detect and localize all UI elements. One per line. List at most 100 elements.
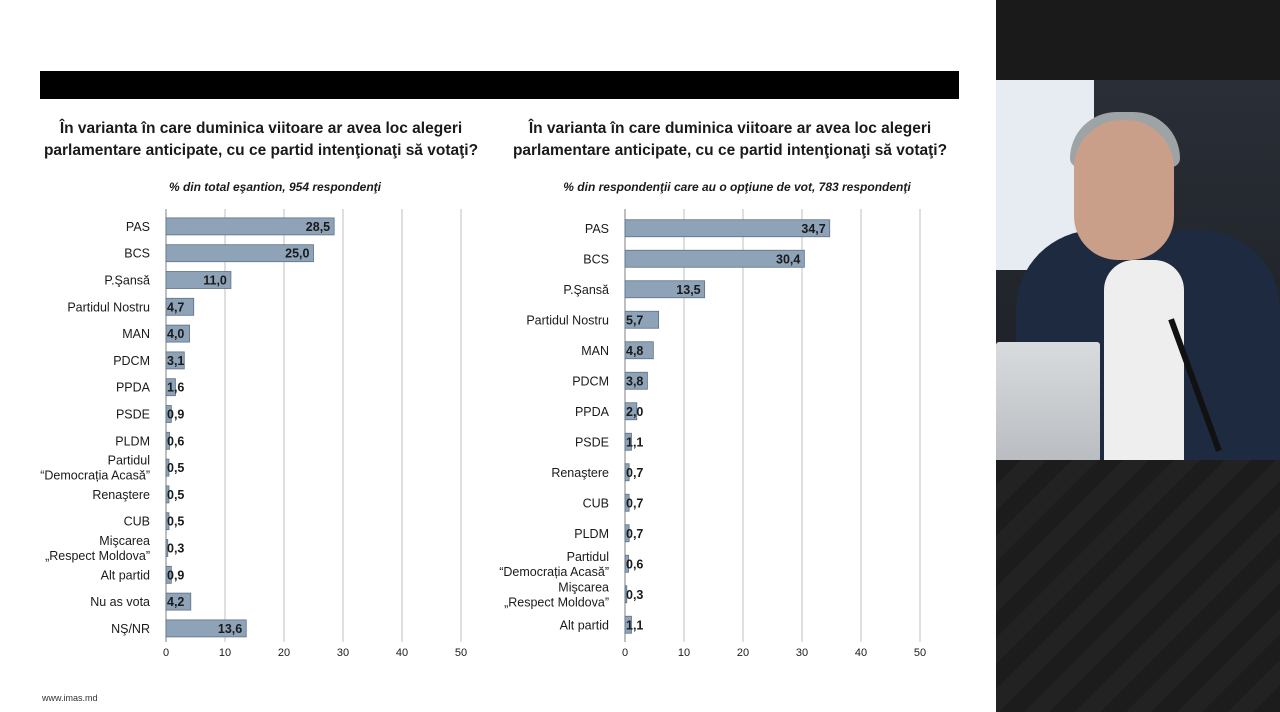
category-label: PSDE — [116, 408, 150, 422]
bar — [165, 324, 191, 343]
category-label: P.Şansă — [563, 283, 609, 297]
bar — [165, 244, 314, 263]
data-label: 0,3 — [167, 542, 184, 556]
category-label: PSDE — [575, 435, 609, 449]
category-label: PPDA — [575, 405, 610, 419]
category-label: Renaştere — [92, 488, 150, 502]
category-label: „Respect Moldova” — [45, 549, 150, 563]
bar — [165, 431, 170, 450]
bar — [624, 249, 805, 268]
x-tick-label: 30 — [796, 647, 808, 659]
bar — [624, 341, 654, 360]
bar — [165, 271, 232, 289]
category-label: NŞ/NR — [111, 622, 150, 636]
category-label: Mişcarea — [558, 580, 609, 594]
x-tick-label: 30 — [337, 647, 349, 659]
category-label: „Respect Moldova” — [504, 595, 609, 609]
data-label: 28,5 — [306, 220, 330, 234]
left-bar-chart: 0 10 20 30 40 50 PAS 28,5 BCS 25,0 P.Şansă 11,0 Part… — [40, 209, 467, 659]
category-label: CUB — [124, 515, 150, 529]
bar — [165, 565, 172, 584]
category-label: Alt partid — [101, 568, 150, 582]
category-label: Partidul — [108, 454, 150, 468]
bar — [624, 615, 632, 634]
data-label: 4,2 — [167, 595, 184, 609]
speaker-shirt — [1104, 260, 1184, 460]
data-label: 13,6 — [218, 622, 242, 636]
laptop — [996, 342, 1100, 460]
data-label: 25,0 — [285, 247, 309, 261]
bar — [624, 493, 630, 512]
x-tick-label: 50 — [455, 647, 467, 659]
left-chart-title: În varianta în care duminica viitoare ar… — [43, 120, 479, 159]
x-tick-label: 10 — [678, 647, 690, 659]
data-label: 0,5 — [167, 461, 184, 475]
category-label: PAS — [585, 222, 609, 236]
right-bar-chart: 0 10 20 30 40 50 PAS 34,7 BCS 30,4 P.Şansă 13,5 Part… — [499, 209, 926, 659]
category-label: Alt partid — [560, 618, 609, 632]
category-label: Partidul Nostru — [526, 313, 609, 327]
data-label: 3,8 — [626, 374, 643, 388]
x-tick-label: 20 — [278, 647, 290, 659]
bar — [624, 402, 638, 421]
data-label: 4,8 — [626, 344, 643, 358]
source-footer: www.imas.md — [42, 693, 98, 703]
bar — [624, 554, 629, 573]
category-label: PLDM — [115, 434, 150, 448]
bar — [624, 280, 706, 299]
category-label: P.Şansă — [104, 274, 150, 288]
bar — [165, 485, 170, 504]
data-label: 4,7 — [167, 300, 184, 314]
bar — [165, 619, 247, 638]
data-label: 30,4 — [776, 252, 800, 266]
category-label: BCS — [124, 247, 150, 261]
x-tick-label: 40 — [396, 647, 408, 659]
category-label: “Democrația Acasă” — [40, 469, 150, 483]
presentation-slide: În varianta în care duminica viitoare ar… — [40, 71, 959, 703]
left-chart-subtitle: % din total eşantion, 954 respondenţi — [168, 180, 382, 194]
bar — [624, 371, 648, 390]
bar — [624, 432, 632, 451]
right-chart-subtitle: % din respondenţii care au o opţiune de … — [563, 180, 911, 194]
data-label: 3,1 — [167, 354, 184, 368]
data-label: 1,6 — [167, 381, 184, 395]
data-label: 5,7 — [626, 313, 643, 327]
data-label: 0,9 — [167, 408, 184, 422]
bar — [165, 217, 335, 236]
data-label: 0,6 — [626, 557, 643, 571]
category-label: CUB — [583, 496, 609, 510]
category-label: Partidul — [567, 550, 609, 564]
category-label: Renaştere — [551, 466, 609, 480]
bar — [165, 512, 170, 531]
x-tick-label: 10 — [219, 647, 231, 659]
data-label: 34,7 — [801, 222, 825, 236]
data-label: 0,9 — [167, 568, 184, 582]
category-label: “Democrația Acasă” — [499, 565, 609, 579]
bar — [624, 524, 630, 543]
x-tick-label: 50 — [914, 647, 926, 659]
bar — [624, 219, 831, 238]
bar — [624, 463, 630, 482]
bar — [165, 297, 195, 316]
x-tick-label: 40 — [855, 647, 867, 659]
data-label: 0,5 — [167, 515, 184, 529]
bar — [624, 585, 628, 604]
x-tick-label: 0 — [163, 647, 169, 659]
right-chart-title: În varianta în care duminica viitoare ar… — [512, 120, 948, 159]
category-label: PDCM — [572, 374, 609, 388]
category-label: Nu as vota — [90, 595, 150, 609]
data-label: 1,1 — [626, 435, 643, 449]
category-label: BCS — [583, 252, 609, 266]
data-label: 0,7 — [626, 496, 643, 510]
bar — [165, 405, 172, 423]
speaker-video-panel — [996, 0, 1280, 712]
bar — [165, 539, 169, 557]
data-label: 4,0 — [167, 327, 184, 341]
bar — [165, 592, 192, 611]
category-label: PDCM — [113, 354, 150, 368]
x-tick-label: 0 — [622, 647, 628, 659]
category-label: MAN — [581, 344, 609, 358]
data-label: 0,5 — [167, 488, 184, 502]
bar — [624, 310, 660, 329]
speaker-video-frame — [996, 80, 1280, 460]
